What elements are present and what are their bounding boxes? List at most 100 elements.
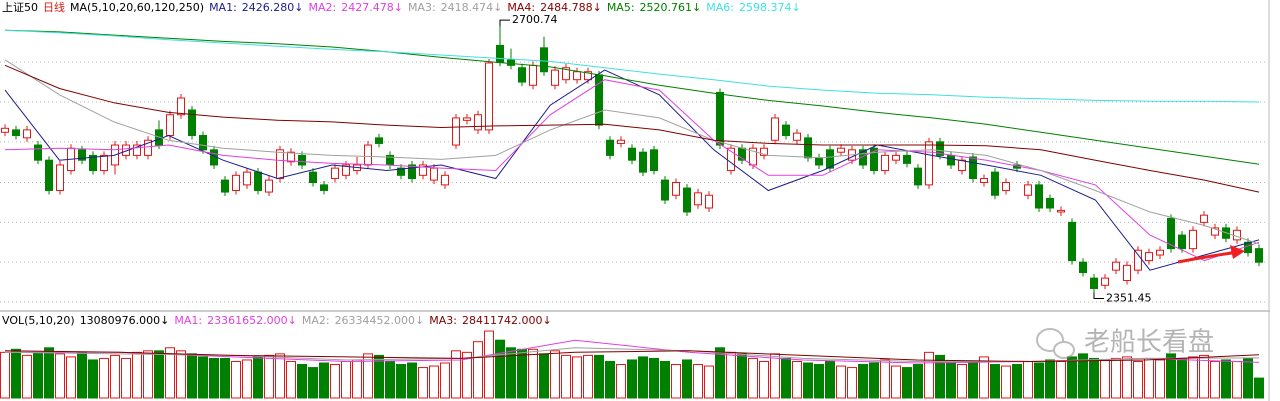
volume-bar: [1089, 357, 1099, 399]
volume-bar: [627, 359, 637, 399]
header-text: 2427.478↓: [341, 1, 403, 14]
volume-bar: [770, 353, 780, 399]
candle-body: [958, 159, 966, 172]
candle-body: [617, 139, 625, 144]
ma-line: [4, 64, 1260, 193]
candle-body: [342, 164, 350, 176]
volume-bar: [902, 367, 912, 399]
volume-bar: [308, 367, 318, 399]
volume-bar: [803, 362, 813, 399]
candle-body: [144, 139, 152, 156]
candle-body: [639, 151, 647, 173]
candle-body: [56, 164, 64, 191]
candle-body: [331, 167, 339, 180]
wechat-icon: [1036, 328, 1064, 352]
volume-bar: [385, 360, 395, 399]
volume-bar: [297, 364, 307, 399]
volume-bar: [110, 354, 120, 399]
volume-bar: [275, 353, 285, 399]
volume-bar: [671, 364, 681, 399]
candle-body: [694, 192, 702, 206]
volume-bar: [132, 351, 142, 399]
volume-bar: [33, 351, 43, 399]
candle-body: [166, 114, 174, 136]
volume-bar: [264, 354, 274, 399]
header-text: MA(5,10,20,60,120,250): [70, 1, 204, 14]
candle-body: [265, 179, 273, 193]
volume-bar: [1232, 360, 1242, 399]
volume-bar: [539, 353, 549, 399]
candle-body: [1002, 181, 1010, 191]
watermark: 老船长看盘: [1036, 328, 1214, 359]
candle-body: [1156, 249, 1164, 256]
candle-body: [287, 151, 295, 163]
volume-bar: [1045, 359, 1055, 399]
volume-bar: [858, 364, 868, 399]
candle-body: [441, 174, 449, 186]
candle-body: [584, 71, 592, 81]
candle-body: [969, 156, 977, 180]
volume-ma-line: [4, 350, 1260, 363]
volume-bar: [693, 364, 703, 399]
candle-body: [243, 171, 251, 186]
candle-body: [683, 187, 691, 213]
candle-body: [254, 171, 262, 191]
candle-body: [980, 178, 988, 183]
wechat-icon: [1053, 341, 1075, 359]
volume-bar: [660, 360, 670, 399]
candle-body: [672, 181, 680, 196]
ma-line: [4, 69, 1260, 271]
volume-bar: [121, 357, 131, 399]
candle-body: [375, 137, 383, 144]
candle-body: [595, 74, 603, 126]
volume-bar: [1067, 356, 1077, 399]
volume-bar: [143, 350, 153, 399]
volume-bar: [594, 354, 604, 399]
candle-body: [1200, 214, 1208, 223]
candle-body: [408, 164, 416, 180]
candle-body: [892, 154, 900, 161]
candle-body: [188, 109, 196, 136]
volume-bar: [605, 360, 615, 399]
header-text: 2418.474↓: [441, 1, 503, 14]
candle-body: [199, 134, 207, 151]
volume-bar: [759, 360, 769, 399]
header-text: 2426.280↓: [242, 1, 304, 14]
header-text: 13080976.000↓: [80, 314, 170, 327]
candle-body: [628, 147, 636, 161]
volume-bar: [286, 360, 296, 399]
volume-bar: [66, 356, 76, 399]
candle-body: [551, 69, 559, 86]
header-text: 上证50: [2, 1, 38, 14]
candle-body: [782, 124, 790, 136]
volume-bar: [1177, 357, 1187, 399]
volume-bar: [825, 360, 835, 399]
volume-bar: [396, 364, 406, 399]
candle-body: [177, 97, 185, 116]
candle-body: [518, 67, 526, 83]
header-text: MA6:: [706, 1, 734, 14]
candle-body: [276, 149, 284, 180]
volume-bar: [506, 347, 516, 399]
volume-bar: [165, 347, 175, 399]
volume-bar: [44, 347, 54, 399]
volume-bar: [968, 362, 978, 399]
volume-bar: [484, 330, 494, 399]
ma-line: [4, 29, 1260, 165]
candle-body: [221, 179, 229, 193]
header-text: 2598.374↓: [739, 1, 801, 14]
candle-body: [1024, 184, 1032, 196]
volume-bar: [187, 353, 197, 399]
header-text: 28411742.000↓: [462, 314, 552, 327]
candle-body: [529, 64, 537, 86]
volume-bar: [242, 359, 252, 399]
candle-body: [1178, 234, 1186, 250]
candle-body: [1167, 217, 1175, 250]
header-text: 23361652.000↓: [207, 314, 297, 327]
volume-bar: [1122, 356, 1132, 399]
candle-body: [463, 117, 471, 121]
watermark-text: 老船长看盘: [1084, 328, 1214, 358]
volume-bar: [154, 350, 164, 399]
candle-body: [1035, 184, 1043, 209]
